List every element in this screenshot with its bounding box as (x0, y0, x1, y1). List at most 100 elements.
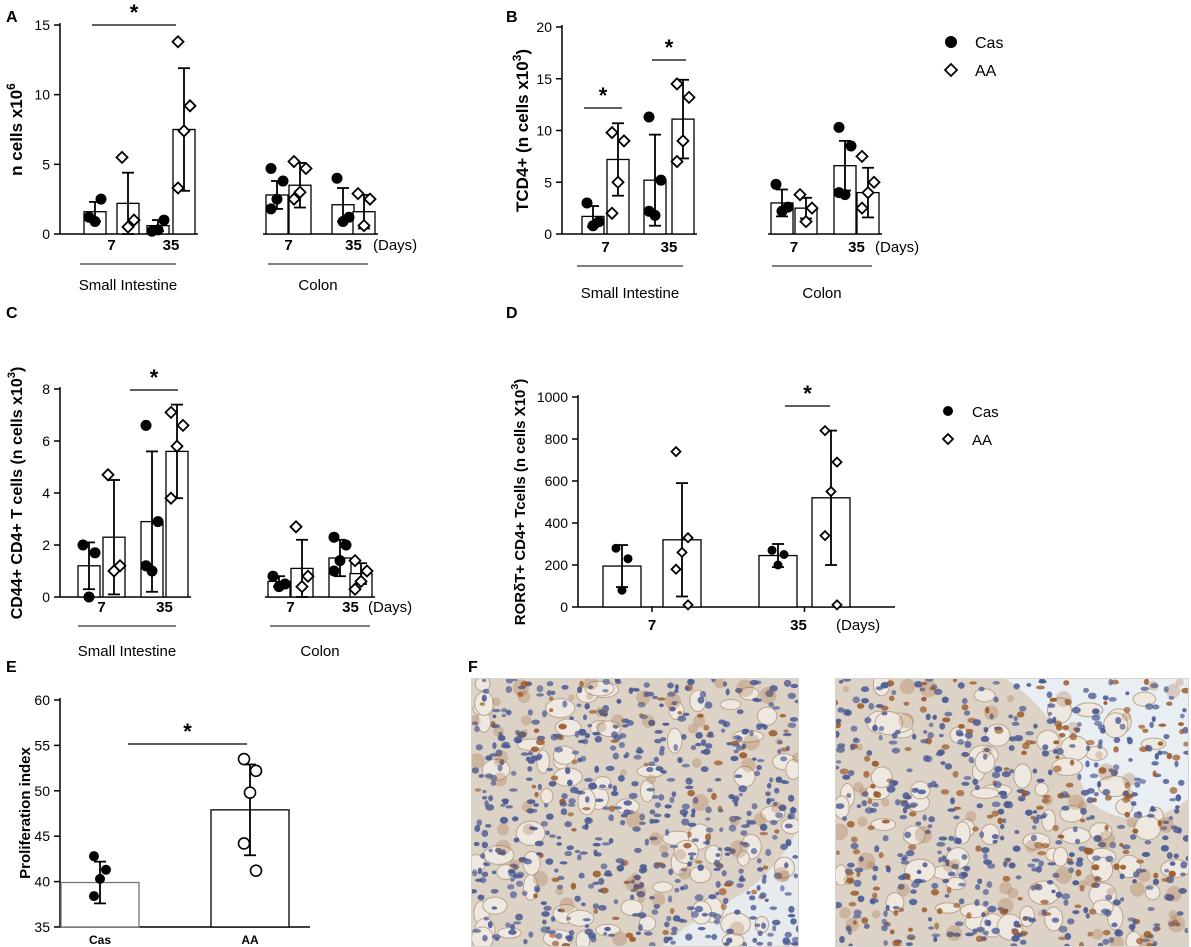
y-tick-label: 10 (34, 87, 50, 103)
legend-marker-aa (943, 62, 959, 78)
data-point-aa (676, 134, 690, 148)
panel-letter-D: D (506, 305, 518, 322)
data-point-aa (617, 134, 631, 148)
panel-letter-B: B (506, 9, 518, 26)
data-point-cas (328, 565, 340, 577)
day-label: 35 (345, 237, 362, 254)
data-point-cas (655, 174, 667, 186)
data-point-cas (767, 545, 777, 555)
y-axis-label: Proliferation index (17, 747, 34, 879)
data-point-cas (101, 864, 111, 875)
data-point-cas (770, 178, 782, 190)
data-point-cas (140, 560, 152, 572)
day-label: 35 (790, 617, 807, 634)
data-point-aa (831, 456, 843, 468)
data-point-cas (587, 220, 599, 232)
y-tick-label: 35 (34, 919, 50, 935)
data-point-cas (331, 172, 343, 184)
data-point-cas (773, 560, 783, 570)
data-point-aa (164, 405, 178, 420)
day-label: 7 (601, 239, 609, 256)
day-label: 35 (156, 599, 173, 616)
data-point-cas (833, 187, 845, 199)
data-point-cas (95, 193, 107, 205)
data-point-cas (265, 163, 277, 175)
group-label-colon: Colon (300, 643, 339, 660)
y-tick-label: 0 (544, 226, 552, 242)
data-point-cas (89, 547, 101, 559)
significance-star: * (599, 83, 608, 108)
data-point-cas (833, 121, 845, 133)
data-point-aa (237, 837, 251, 850)
y-tick-label: 5 (42, 156, 50, 172)
days-unit-label: (Days) (373, 237, 417, 254)
data-point-aa (127, 213, 141, 227)
data-point-aa (301, 569, 315, 583)
y-tick-label: 400 (545, 515, 569, 531)
y-axis-label: n cells x106 (4, 83, 26, 176)
data-point-cas (776, 205, 788, 217)
data-point-cas (265, 203, 277, 215)
group-label-small-intestine: Small Intestine (581, 285, 679, 302)
data-point-aa (176, 418, 190, 433)
y-tick-label: 15 (34, 17, 50, 33)
group-label-small-intestine: Small Intestine (78, 643, 176, 660)
data-point-aa (107, 564, 121, 578)
data-point-cas (611, 543, 621, 553)
data-point-aa (357, 218, 371, 233)
day-label: 35 (342, 599, 359, 616)
y-tick-label: 5 (544, 174, 552, 190)
legend-label: Cas (975, 35, 1003, 52)
data-point-aa (243, 786, 257, 799)
day-label: 7 (648, 617, 656, 634)
data-point-cas (779, 550, 789, 559)
data-point-aa (183, 99, 197, 113)
day-label: 7 (790, 239, 798, 256)
data-point-aa (682, 599, 694, 611)
y-tick-label: 60 (34, 692, 50, 708)
data-point-aa (348, 582, 362, 596)
legend-label: AA (975, 63, 997, 80)
legend-marker-aa (941, 432, 955, 446)
days-unit-label: (Days) (836, 617, 880, 634)
y-tick-label: 0 (42, 589, 50, 605)
data-point-aa (676, 546, 688, 559)
y-axis-label: CD44+ CD4+ T cells (n cells x103) (6, 367, 26, 620)
significance-star: * (183, 719, 192, 744)
data-point-aa (611, 175, 625, 190)
data-point-cas (273, 581, 285, 593)
data-point-cas (617, 585, 627, 595)
data-point-aa (670, 77, 684, 91)
data-point-cas (643, 205, 655, 217)
data-point-aa (799, 214, 813, 229)
panel-letter-A: A (6, 9, 18, 26)
day-label: 7 (284, 237, 292, 254)
data-point-aa (101, 468, 115, 482)
legend-marker-cas (945, 36, 957, 48)
data-point-cas (643, 111, 655, 123)
y-tick-label: 800 (545, 431, 569, 447)
y-tick-label: 55 (34, 737, 50, 753)
data-point-aa (164, 491, 178, 505)
y-axis-label: TCD4+ (n cells x103) (510, 49, 532, 212)
data-point-aa (115, 150, 129, 165)
y-tick-label: 0 (42, 226, 50, 242)
y-tick-label: 1000 (537, 389, 568, 405)
data-point-cas (277, 175, 289, 187)
data-point-aa (360, 564, 374, 578)
data-point-cas (334, 555, 346, 567)
y-tick-label: 20 (536, 19, 552, 35)
data-point-cas (581, 197, 593, 209)
day-label: 7 (97, 599, 105, 616)
y-tick-label: 6 (42, 433, 50, 449)
data-point-aa (805, 201, 819, 215)
data-point-cas (158, 214, 170, 226)
data-point-aa (237, 752, 251, 766)
panel-letter-C: C (6, 305, 18, 322)
data-point-cas (267, 570, 279, 582)
data-point-aa (819, 529, 831, 542)
day-label: 7 (286, 599, 294, 616)
group-label-colon: Colon (298, 277, 337, 294)
data-point-cas (77, 539, 89, 551)
data-point-aa (249, 864, 263, 878)
